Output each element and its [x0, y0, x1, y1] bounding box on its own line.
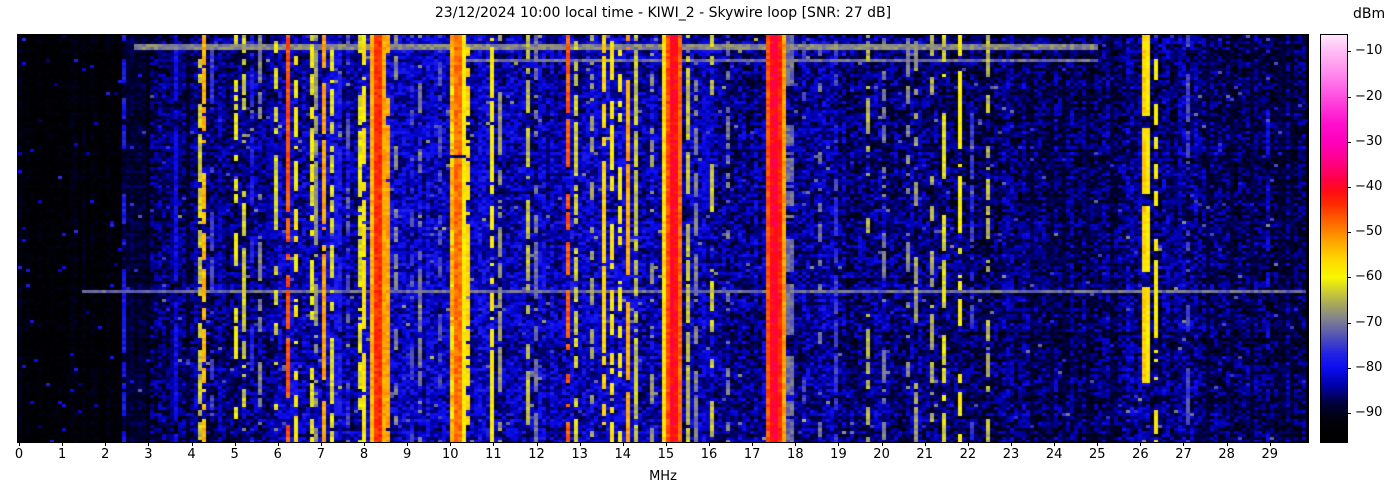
x-tick-mark [234, 442, 236, 446]
x-tick-label: 11 [485, 447, 502, 462]
x-tick-mark [752, 442, 754, 446]
x-tick-label: 25 [1088, 447, 1106, 462]
x-tick-label: 5 [230, 447, 239, 462]
x-tick-label: 24 [1045, 447, 1063, 462]
colorbar-tick-label: −60 [1355, 269, 1383, 285]
x-tick-label: 1 [57, 447, 67, 462]
colorbar [1320, 34, 1348, 443]
x-tick-label: 23 [1002, 447, 1020, 462]
colorbar-tick-mark [1347, 186, 1351, 188]
x-tick-mark [579, 442, 581, 446]
spectrogram-canvas [18, 35, 1308, 442]
colorbar-unit-label: dBm [1353, 6, 1386, 22]
x-tick-mark [881, 442, 883, 446]
x-tick-label: 15 [657, 447, 675, 462]
colorbar-tick-mark [1347, 413, 1351, 415]
x-tick-label: 4 [187, 447, 196, 462]
x-tick-mark [1226, 442, 1228, 446]
x-tick-mark [709, 442, 711, 446]
x-tick-label: 9 [403, 447, 412, 462]
x-tick-mark [795, 442, 797, 446]
x-tick-mark [1140, 442, 1142, 446]
x-tick-mark [191, 442, 193, 446]
x-tick-label: 21 [916, 447, 933, 462]
x-tick-mark [364, 442, 366, 446]
x-tick-mark [277, 442, 279, 446]
x-tick-mark [407, 442, 409, 446]
x-tick-mark [105, 442, 107, 446]
x-tick-label: 19 [830, 447, 847, 462]
x-tick-label: 8 [359, 447, 369, 462]
colorbar-tick-mark [1347, 277, 1351, 279]
x-tick-mark [665, 442, 667, 446]
x-tick-label: 7 [316, 447, 326, 462]
colorbar-tick-mark [1347, 367, 1351, 369]
colorbar-tick-mark [1347, 232, 1351, 234]
colorbar-tick-label: −20 [1355, 88, 1383, 104]
colorbar-tick-mark [1347, 141, 1351, 143]
x-tick-mark [19, 442, 20, 446]
x-tick-label: 6 [273, 447, 282, 462]
x-tick-label: 27 [1175, 447, 1192, 462]
plot-area [17, 34, 1309, 443]
colorbar-tick-mark [1347, 51, 1351, 53]
x-tick-mark [967, 442, 969, 446]
colorbar-tick-mark [1347, 322, 1351, 324]
x-tick-label: 22 [959, 447, 977, 462]
colorbar-canvas [1321, 35, 1347, 442]
x-tick-label: 26 [1132, 447, 1149, 462]
colorbar-tick-label: −30 [1355, 133, 1383, 149]
x-tick-mark [1183, 442, 1185, 446]
x-tick-mark [1269, 442, 1271, 446]
x-tick-mark [148, 442, 150, 446]
colorbar-tick-label: −80 [1355, 359, 1383, 375]
x-tick-label: 14 [614, 447, 632, 462]
x-tick-mark [924, 442, 926, 446]
x-tick-label: 17 [743, 447, 761, 462]
x-tick-mark [450, 442, 452, 446]
x-tick-mark [838, 442, 840, 446]
x-tick-label: 28 [1218, 447, 1235, 462]
x-axis-label: MHz [649, 469, 677, 484]
colorbar-tick-label: −90 [1355, 405, 1383, 421]
colorbar-tick-label: −40 [1355, 178, 1383, 194]
colorbar-tick-mark [1347, 96, 1351, 98]
x-tick-label: 18 [787, 447, 804, 462]
x-tick-mark [1010, 442, 1012, 446]
x-tick-mark [1097, 442, 1099, 446]
x-tick-label: 12 [528, 447, 545, 462]
colorbar-tick-label: −50 [1355, 224, 1383, 240]
x-tick-label: 2 [101, 447, 110, 462]
x-tick-mark [536, 442, 538, 446]
x-tick-label: 13 [571, 447, 588, 462]
x-tick-mark [320, 442, 322, 446]
x-tick-label: 20 [873, 447, 890, 462]
x-tick-mark [62, 442, 64, 446]
x-tick-label: 3 [144, 447, 153, 462]
x-tick-label: 10 [442, 447, 459, 462]
x-tick-label: 29 [1261, 447, 1279, 462]
colorbar-tick-label: −70 [1355, 314, 1383, 330]
colorbar-tick-label: −10 [1355, 43, 1383, 59]
chart-title: 23/12/2024 10:00 local time - KIWI_2 - S… [434, 5, 892, 21]
x-tick-mark [1054, 442, 1056, 446]
x-tick-label: 16 [700, 447, 718, 462]
x-tick-mark [622, 442, 624, 446]
x-tick-mark [493, 442, 495, 446]
x-tick-label: 0 [14, 447, 24, 462]
